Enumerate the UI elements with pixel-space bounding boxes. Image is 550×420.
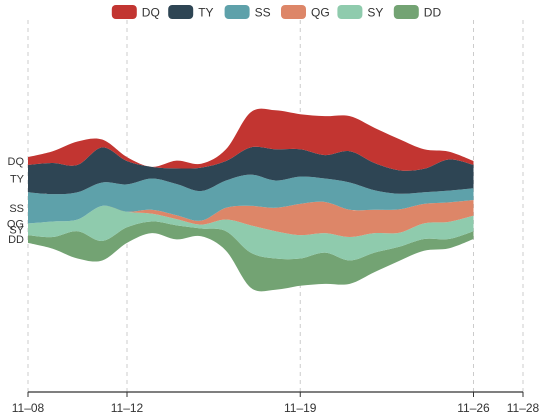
- series-label-dd: DD: [8, 234, 24, 246]
- stream-dq[interactable]: [28, 108, 474, 171]
- series-label-ty: TY: [10, 174, 25, 186]
- stream-qg[interactable]: [28, 200, 474, 238]
- x-tick-label-3: 11–26: [457, 401, 490, 415]
- legend-swatch-ty: [168, 5, 194, 19]
- legend-label-dd: DD: [424, 6, 442, 20]
- x-axis: 11–08 11–12 11–19 11–26 11–28: [12, 391, 540, 415]
- legend-item-dq[interactable]: DQ: [111, 5, 160, 20]
- legend-swatch-sy: [337, 5, 363, 19]
- legend-item-dd[interactable]: DD: [393, 5, 442, 20]
- stream-layers: [28, 108, 474, 292]
- legend-label-ss: SS: [255, 6, 271, 20]
- legend-item-sy[interactable]: SY: [337, 5, 383, 20]
- legend: DQ TY SS QG SY DD: [111, 5, 442, 20]
- legend-swatch-dq: [111, 5, 137, 19]
- x-tick-label-4: 11–28: [507, 401, 540, 415]
- x-tick-label-1: 11–12: [111, 401, 144, 415]
- stream-dd[interactable]: [28, 221, 474, 292]
- legend-swatch-dd: [393, 5, 419, 19]
- legend-item-ty[interactable]: TY: [168, 5, 214, 20]
- legend-item-qg[interactable]: QG: [281, 5, 330, 20]
- legend-label-ty: TY: [198, 6, 213, 20]
- series-label-ss: SS: [9, 203, 24, 215]
- series-label-qg: QG: [7, 218, 24, 230]
- legend-label-sy: SY: [367, 6, 383, 20]
- stream-sy[interactable]: [28, 205, 474, 261]
- stream-ss[interactable]: [28, 174, 474, 224]
- legend-item-ss[interactable]: SS: [224, 5, 271, 20]
- x-tick-label-0: 11–08: [12, 401, 45, 415]
- series-label-sy: SY: [9, 224, 24, 236]
- stream-ty[interactable]: [28, 146, 474, 195]
- legend-swatch-qg: [281, 5, 306, 19]
- legend-swatch-ss: [224, 5, 250, 19]
- x-tick-label-2: 11–19: [284, 401, 317, 415]
- legend-label-dq: DQ: [142, 6, 160, 20]
- series-label-dq: DQ: [8, 156, 25, 168]
- legend-label-qg: QG: [311, 6, 330, 20]
